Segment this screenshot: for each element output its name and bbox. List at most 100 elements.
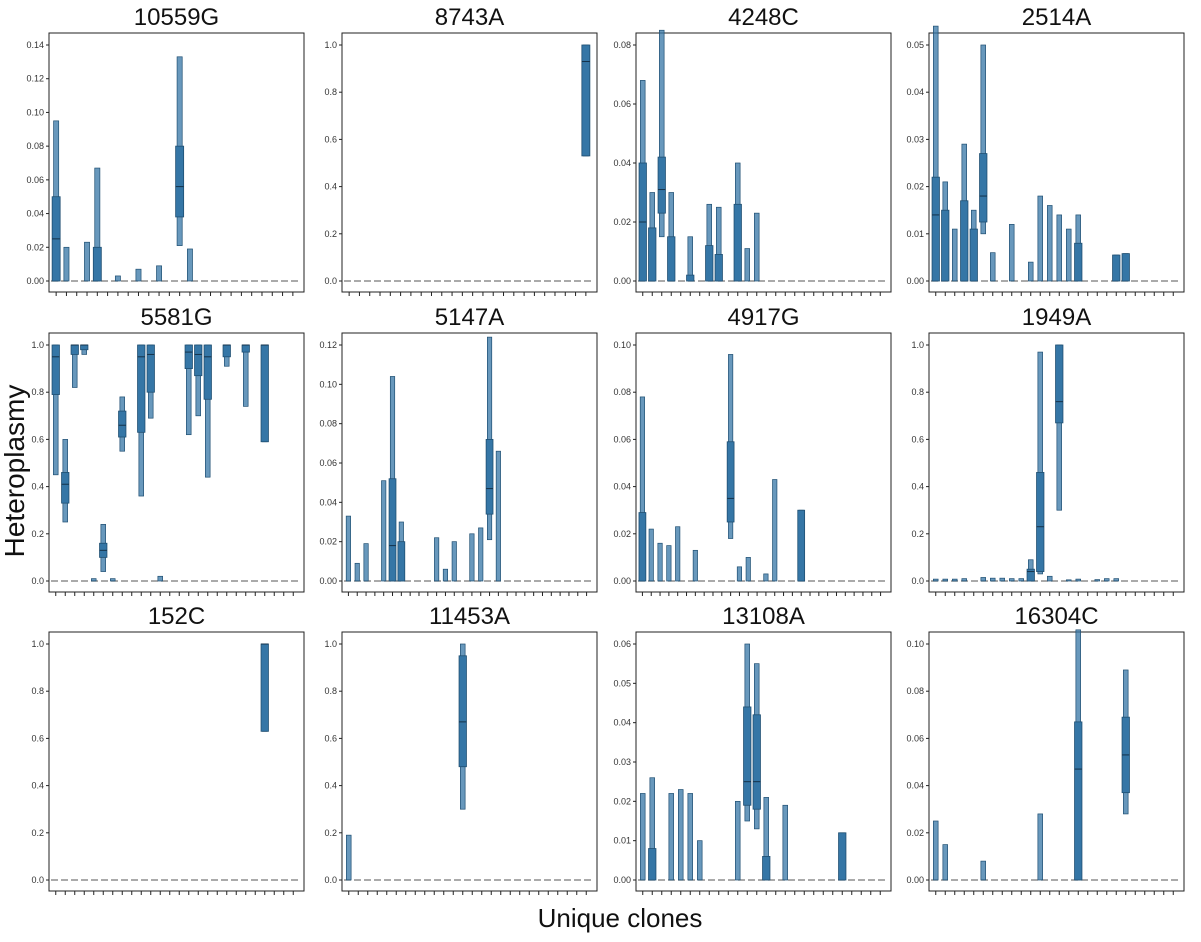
y-tick-label: 0.6 — [911, 434, 924, 444]
y-tick-label: 0.0 — [324, 875, 337, 885]
panel-152c: 152C 0.0 0.2 0.4 0.6 0.8 1.0 — [31, 603, 305, 895]
box-inner — [92, 246, 102, 282]
box-inner — [1112, 254, 1121, 282]
clone-box — [363, 543, 369, 582]
clone-box — [667, 192, 676, 282]
box-outer — [675, 526, 681, 582]
panel-title: 1949A — [1022, 304, 1091, 331]
panel-title: 152C — [148, 603, 205, 630]
box-inner — [51, 344, 60, 395]
y-tick-label: 0.03 — [613, 757, 631, 767]
y-tick-label: 0.01 — [906, 229, 924, 239]
y-tick-label: 0.00 — [906, 276, 924, 286]
y-tick-label: 0.05 — [906, 40, 924, 50]
y-tick-label: 0.2 — [324, 828, 337, 838]
panel-title: 5147A — [435, 304, 504, 331]
clone-box — [184, 344, 193, 436]
box-outer — [63, 246, 70, 282]
y-tick-label: 0.2 — [911, 529, 924, 539]
clone-box — [692, 549, 698, 582]
clone-box — [241, 344, 250, 407]
y-tick-label: 0.4 — [324, 182, 337, 192]
clone-box — [697, 840, 703, 881]
clone-box — [203, 344, 212, 478]
box-inner — [1026, 568, 1035, 582]
clone-box — [137, 344, 146, 497]
y-tick-label: 0.02 — [613, 796, 631, 806]
box-outer — [961, 578, 967, 582]
clone-box — [999, 577, 1005, 582]
panel-5147a: 5147A 0.00 0.02 0.04 0.06 0.08 0.10 0.12 — [319, 304, 598, 596]
box-outer — [1009, 224, 1015, 282]
clone-box — [657, 542, 663, 582]
clone-box — [648, 528, 654, 582]
clone-box — [156, 265, 162, 282]
clone-box — [980, 577, 986, 582]
clone-box — [1018, 578, 1024, 582]
y-axis-label: Heteroplasmy — [0, 385, 30, 558]
y-tick-label: 0.08 — [613, 40, 631, 50]
clone-box — [648, 192, 657, 282]
clone-box — [381, 480, 387, 582]
box-outer — [1066, 579, 1072, 582]
clone-box — [952, 228, 958, 282]
box-inner — [118, 410, 127, 438]
panel-title: 16304C — [1014, 603, 1098, 630]
y-tick-label: 0.2 — [31, 828, 44, 838]
clone-box — [1112, 254, 1121, 282]
box-outer — [495, 450, 501, 582]
box-inner — [137, 344, 146, 433]
clone-box — [726, 354, 735, 539]
clone-box — [1075, 578, 1081, 582]
clone-box — [1009, 578, 1015, 582]
box-outer — [687, 793, 693, 881]
box-outer — [697, 840, 703, 881]
clone-box — [933, 820, 939, 881]
clone-box — [638, 396, 647, 582]
box-inner — [80, 344, 89, 351]
box-inner — [485, 438, 494, 515]
box-inner — [1074, 721, 1083, 881]
box-inner — [762, 856, 771, 881]
box-outer — [114, 275, 121, 282]
clone-box — [838, 832, 847, 881]
box-outer — [157, 575, 163, 582]
panel-title: 4917G — [727, 304, 799, 331]
y-tick-label: 0.6 — [324, 134, 337, 144]
clone-box — [942, 844, 948, 881]
y-tick-label: 0.05 — [613, 678, 631, 688]
panel-16304c: 16304C 0.00 0.02 0.04 0.06 0.08 0.10 — [906, 603, 1185, 895]
y-tick-label: 0.02 — [613, 529, 631, 539]
box-outer — [648, 528, 654, 582]
box-inner — [969, 228, 978, 282]
clone-box — [346, 834, 352, 881]
clone-box — [434, 537, 440, 582]
box-outer — [745, 557, 751, 582]
box-outer — [243, 344, 249, 407]
clone-box — [648, 777, 657, 881]
y-tick-label: 0.0 — [324, 276, 337, 286]
clone-box — [931, 25, 940, 282]
y-tick-label: 0.00 — [613, 576, 631, 586]
panel-title: 2514A — [1022, 4, 1091, 31]
y-tick-label: 0.03 — [906, 134, 924, 144]
clone-box — [686, 236, 695, 282]
y-tick-label: 1.0 — [31, 340, 44, 350]
box-outer — [659, 29, 665, 238]
box-outer — [782, 804, 788, 881]
clone-box — [1066, 579, 1072, 582]
box-outer — [346, 834, 352, 881]
box-inner — [222, 344, 231, 358]
box-inner — [752, 714, 761, 810]
box-outer — [345, 515, 351, 582]
box-outer — [1094, 579, 1100, 582]
box-inner — [1055, 344, 1064, 424]
panel-frame — [635, 332, 892, 593]
clone-box — [354, 562, 360, 582]
y-tick-label: 0.2 — [324, 229, 337, 239]
box-inner — [1121, 253, 1130, 282]
panel-4917g: 4917G 0.00 0.02 0.04 0.06 0.08 0.10 — [613, 304, 892, 596]
box-outer — [687, 236, 693, 282]
y-tick-label: 0.06 — [26, 175, 44, 185]
box-outer — [692, 549, 698, 582]
